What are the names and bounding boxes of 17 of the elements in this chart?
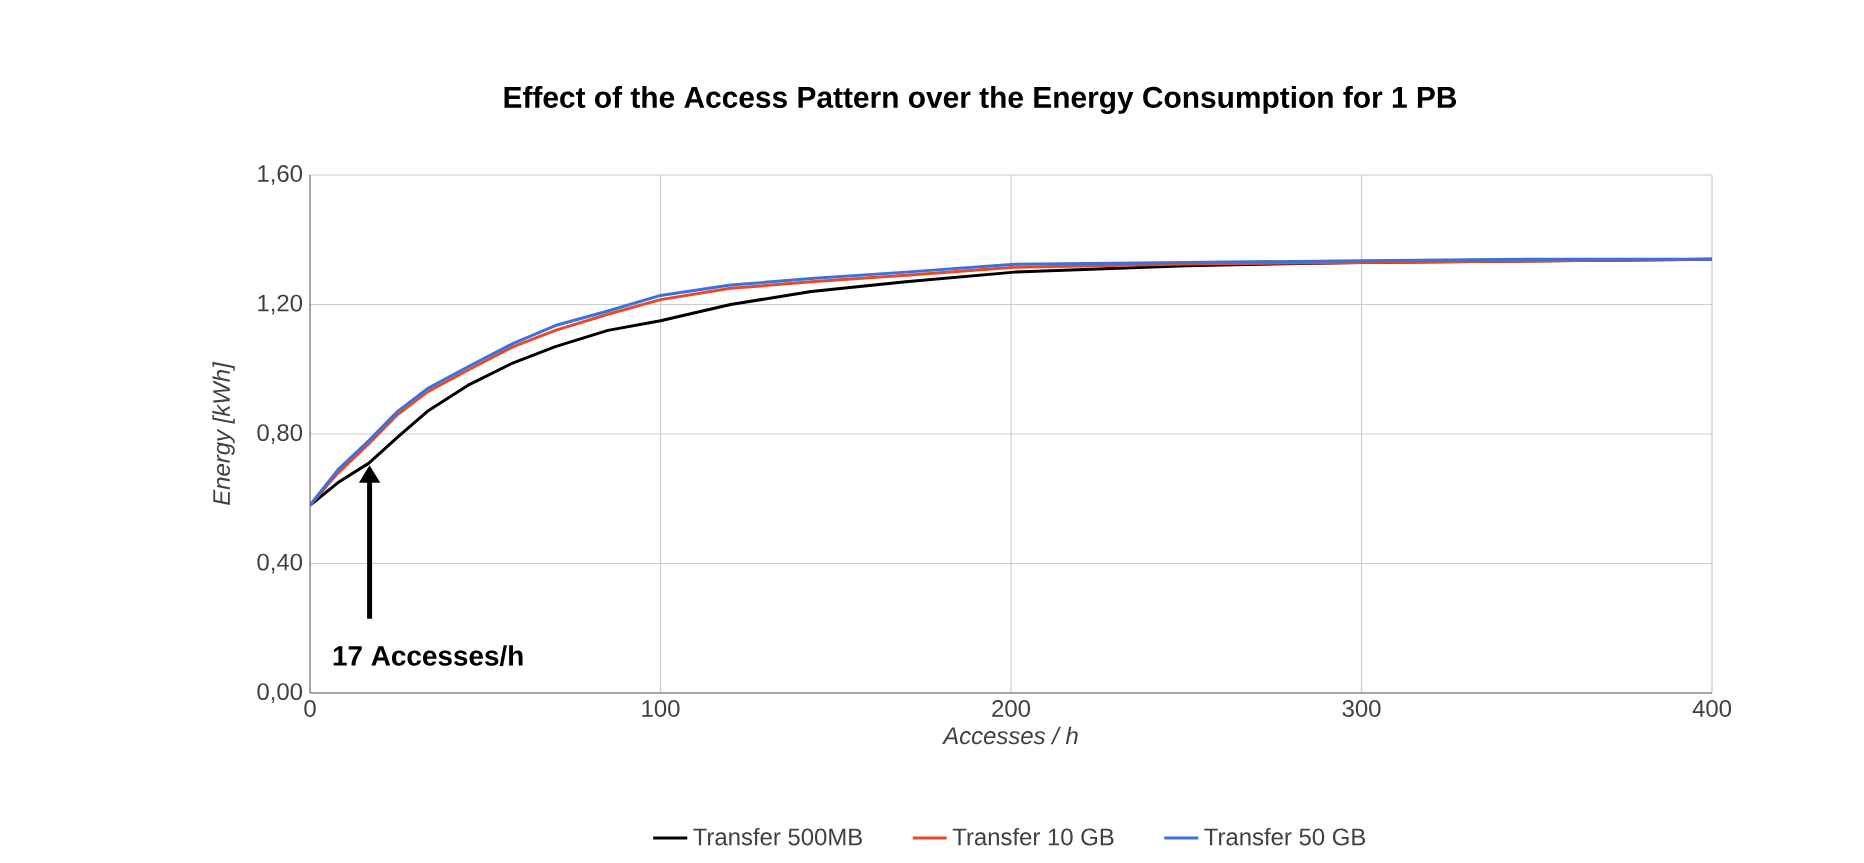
legend-label: Transfer 500MB [693, 827, 862, 846]
y-tick-label: 1,60 [258, 165, 303, 185]
x-tick-label: 200 [992, 700, 1031, 717]
y-tick-label: 0,40 [257, 553, 303, 574]
x-tick-label: 0 [304, 700, 316, 717]
y-tick-label: 0,80 [257, 424, 303, 444]
x-tick-label: 400 [1692, 700, 1732, 717]
x-tick-label: 300 [1342, 700, 1381, 717]
legend-label: Transfer 50 GB [1204, 827, 1366, 846]
x-axis-title: Accesses / h [942, 726, 1078, 745]
y-axis-title: Energy [kWh] [212, 361, 235, 505]
y-tick-label: 1,20 [258, 294, 303, 315]
chart-title: Effect of the Access Pattern over the Energy Consumption for 1 PB [504, 86, 1457, 114]
annotation: 17 Accesses/h [333, 645, 523, 667]
x-tick-label: 100 [642, 700, 680, 717]
legend-label: Transfer 10 GB [952, 827, 1114, 846]
y-tick-label: 0,00 [257, 683, 303, 703]
